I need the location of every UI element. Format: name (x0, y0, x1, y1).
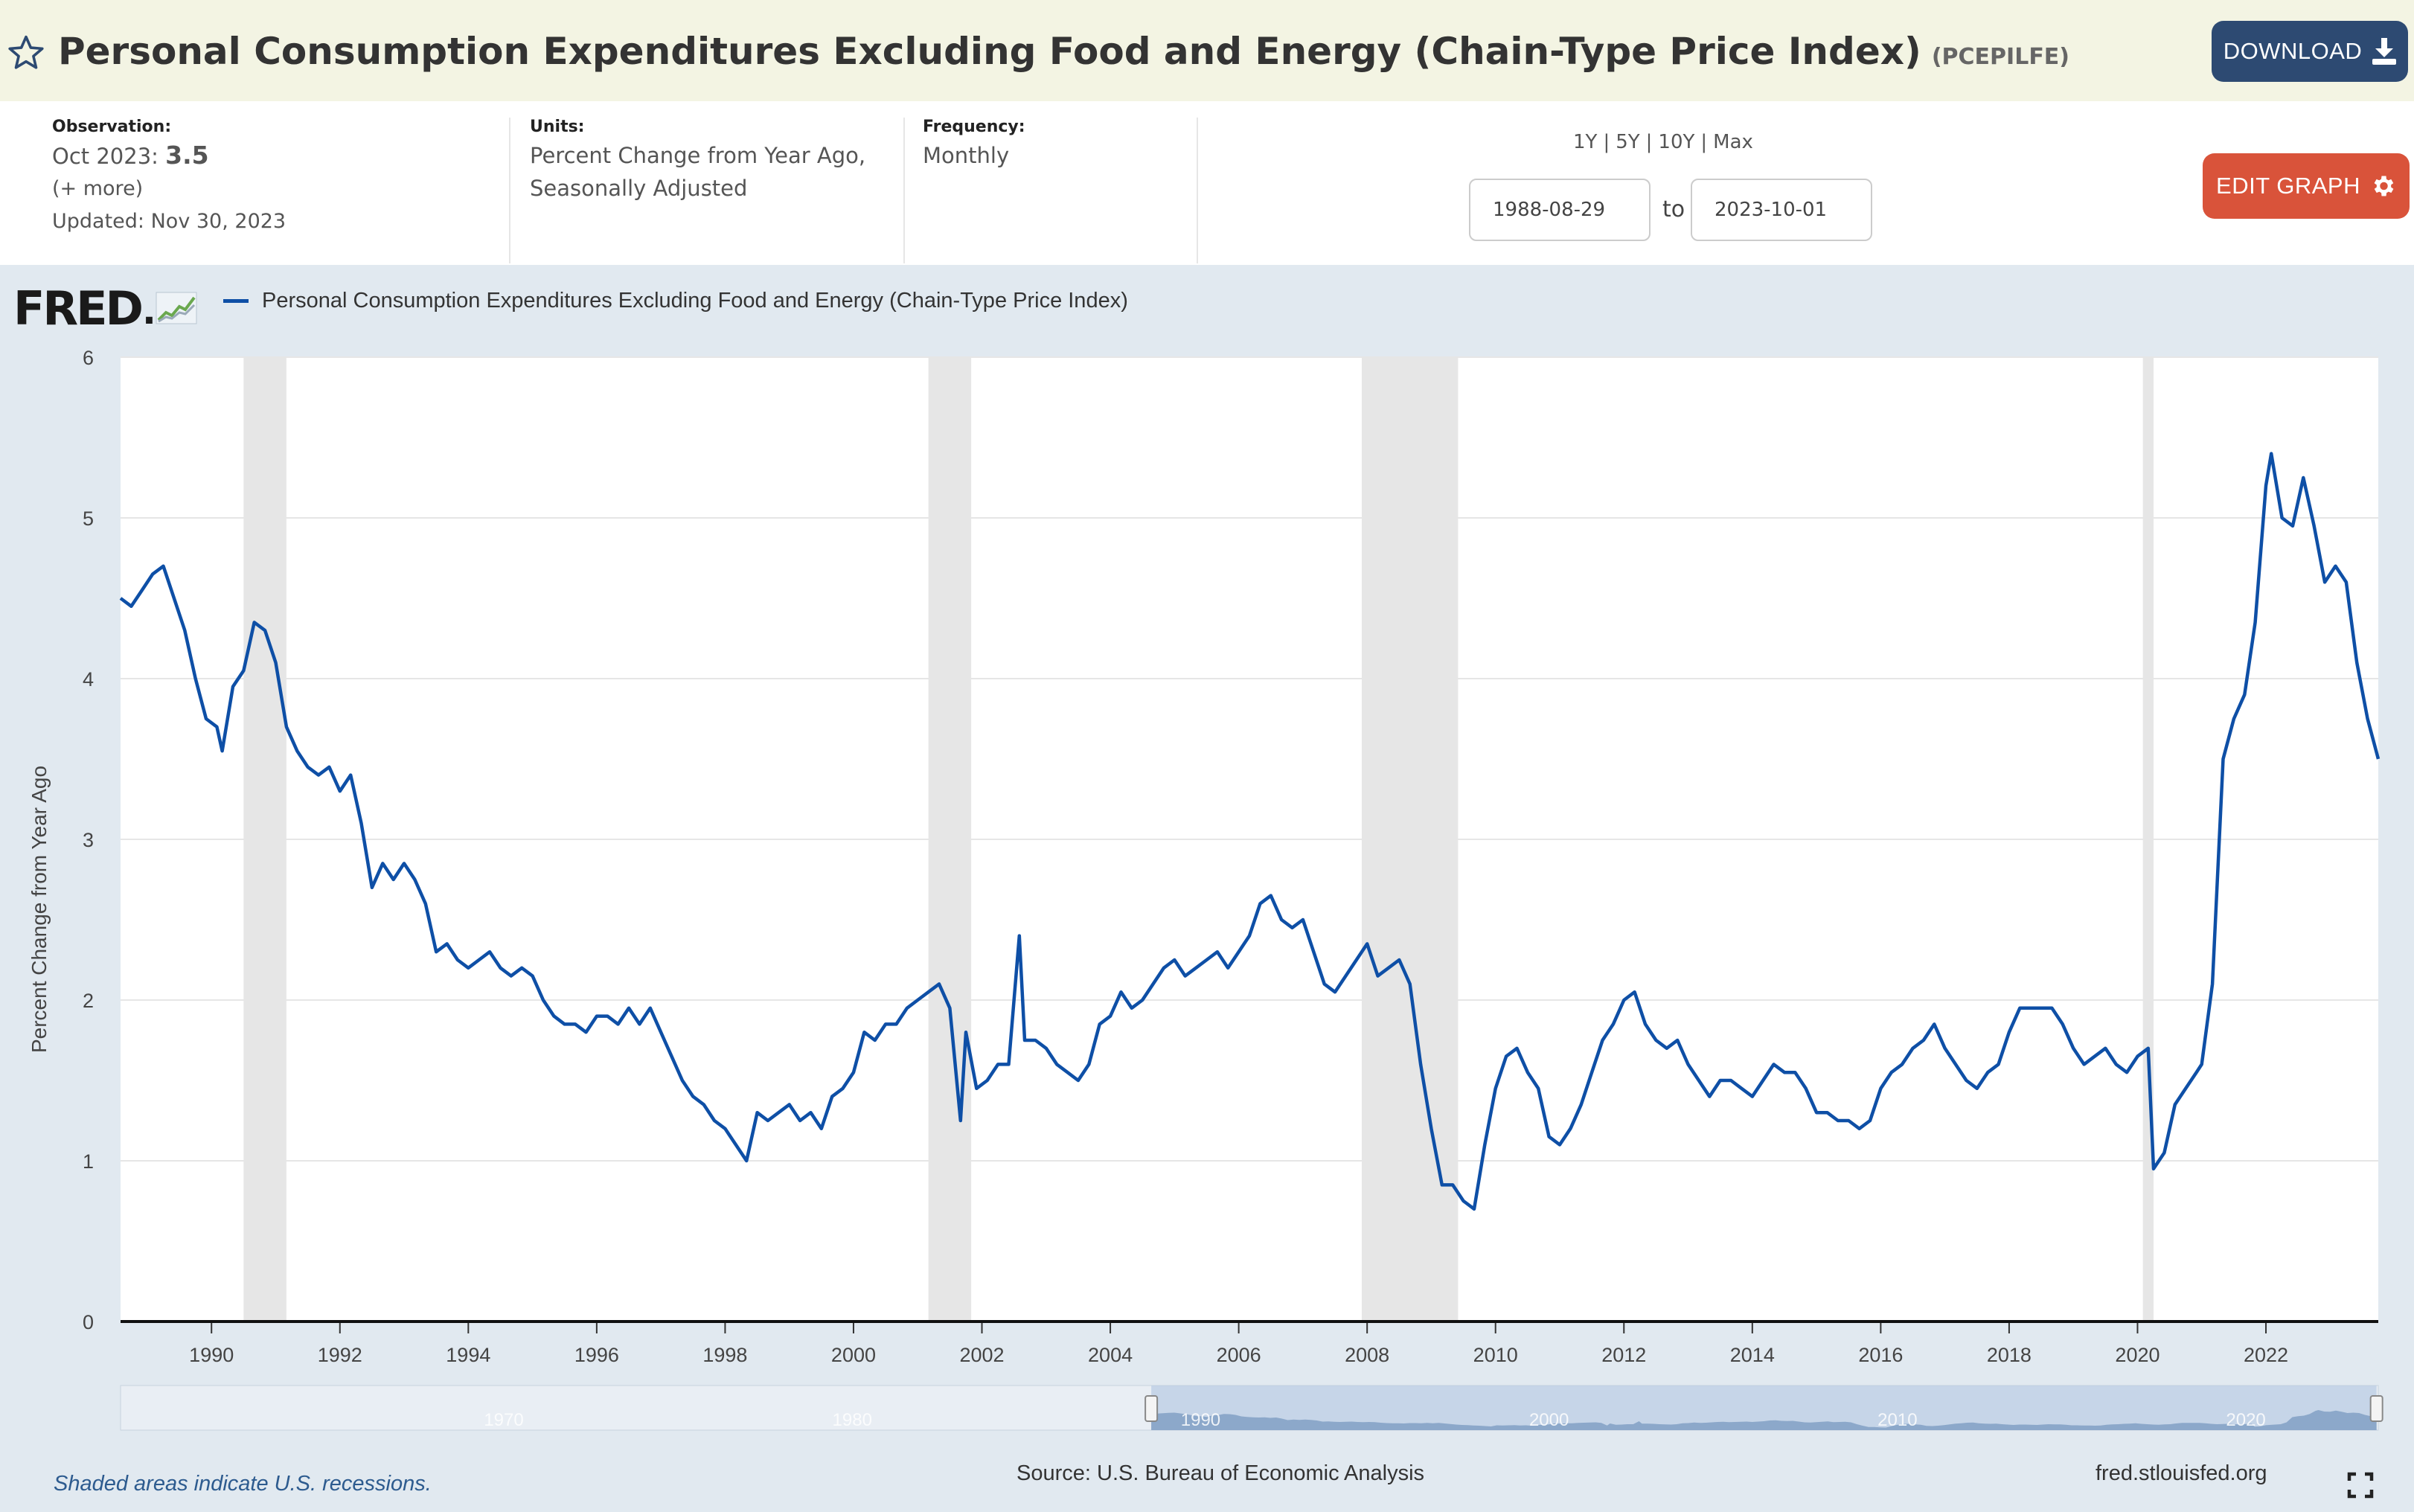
x-tick-label: 2012 (1601, 1344, 1646, 1366)
gear-icon (2374, 176, 2394, 196)
legend-swatch (223, 299, 249, 303)
x-tick-label: 1992 (318, 1344, 362, 1366)
download-icon (2372, 38, 2397, 65)
star-outline-icon[interactable] (6, 33, 46, 73)
range-1y-link[interactable]: 1Y (1573, 131, 1598, 153)
y-tick-label: 0 (83, 1311, 94, 1333)
recession-note: Shaded areas indicate U.S. recessions. (54, 1472, 432, 1496)
line-chart[interactable]: Percent Change from Year Ago 0 1 2 3 4 5 6 1990… (0, 265, 2414, 1512)
x-tick-label: 2022 (2244, 1344, 2288, 1366)
units-line-2: Seasonally Adjusted (530, 176, 748, 201)
navigator-tick-label: 2010 (1877, 1410, 1917, 1430)
y-tick-label: 3 (83, 829, 94, 851)
edit-graph-label: EDIT GRAPH (2216, 173, 2360, 199)
more-observations-link[interactable]: (+ more) (52, 177, 144, 200)
x-tick-label: 2018 (1987, 1344, 2032, 1366)
range-10y-link[interactable]: 10Y (1658, 131, 1695, 153)
units-label: Units: (530, 118, 585, 136)
edit-graph-button[interactable]: EDIT GRAPH (2203, 153, 2410, 219)
fred-logo[interactable]: FRED . (13, 278, 197, 338)
navigator-tick-label: 1970 (484, 1410, 523, 1430)
site-link[interactable]: fred.stlouisfed.org (2096, 1461, 2267, 1485)
units-block: Units: Percent Change from Year Ago, Sea… (530, 118, 865, 205)
x-tick-label: 2016 (1858, 1344, 1903, 1366)
x-tick-label: 2020 (2115, 1344, 2160, 1366)
divider (903, 118, 905, 263)
x-tick-label: 2010 (1473, 1344, 1518, 1366)
download-label: DOWNLOAD (2223, 38, 2363, 64)
chart-legend: Personal Consumption Expenditures Exclud… (223, 289, 1128, 313)
x-tick-label: 1996 (574, 1344, 619, 1366)
divider (1197, 118, 1198, 263)
download-button[interactable]: DOWNLOAD (2212, 21, 2408, 82)
series-line[interactable] (119, 452, 2381, 1211)
observation-date: Oct 2023: (52, 144, 159, 169)
navigator-tick-label: 2020 (2226, 1410, 2265, 1430)
observation-label: Observation: (52, 118, 172, 136)
y-tick-label: 2 (83, 990, 94, 1012)
frequency-label: Frequency: (923, 118, 1025, 136)
x-tick-label: 2006 (1217, 1344, 1261, 1366)
range-links: 1Y | 5Y | 10Y | Max (1573, 131, 1753, 153)
navigator-series-area (1151, 1410, 2377, 1430)
y-axis-label: Percent Change from Year Ago (28, 766, 51, 1053)
series-title: Personal Consumption Expenditures Exclud… (58, 30, 1921, 73)
series-id: (PCEPILFE) (1931, 44, 2070, 70)
x-tick-label: 1994 (446, 1344, 490, 1366)
x-tick-label: 2014 (1730, 1344, 1775, 1366)
x-tick-label: 1990 (189, 1344, 234, 1366)
y-tick-label: 1 (83, 1150, 94, 1173)
units-line-1: Percent Change from Year Ago, (530, 143, 866, 168)
y-tick-label: 5 (83, 507, 94, 530)
observation-value: 3.5 (165, 141, 209, 170)
range-5y-link[interactable]: 5Y (1616, 131, 1640, 153)
page-title: Personal Consumption Expenditures Exclud… (58, 30, 2069, 73)
observation-block: Observation: Oct 2023: 3.5 (+ more) Upda… (52, 118, 286, 238)
title-bar: Personal Consumption Expenditures Exclud… (0, 0, 2414, 101)
navigator-handle[interactable] (1144, 1395, 1159, 1422)
x-tick-label: 1998 (702, 1344, 747, 1366)
navigator-tick-label: 1990 (1181, 1410, 1220, 1430)
series-meta: Observation: Oct 2023: 3.5 (+ more) Upda… (0, 101, 2414, 265)
updated-date: Updated: Nov 30, 2023 (52, 210, 286, 233)
y-tick-label: 6 (83, 347, 94, 369)
navigator-tick-label: 1980 (833, 1410, 872, 1430)
x-tick-label: 2002 (959, 1344, 1004, 1366)
start-date-input[interactable]: 1988-08-29 (1469, 179, 1651, 241)
end-date-input[interactable]: 2023-10-01 (1691, 179, 1872, 241)
fred-logo-text: FRED (13, 281, 144, 336)
frequency-value: Monthly (923, 143, 1010, 168)
fullscreen-icon[interactable] (2347, 1472, 2374, 1499)
divider (509, 118, 510, 263)
navigator-tick-label: 2000 (1529, 1410, 1569, 1430)
frequency-block: Frequency: Monthly (923, 118, 1025, 172)
navigator-handle[interactable] (2369, 1395, 2383, 1422)
y-tick-label: 4 (83, 668, 94, 691)
legend-label: Personal Consumption Expenditures Exclud… (262, 289, 1128, 313)
x-tick-label: 2000 (831, 1344, 876, 1366)
x-tick-label: 2008 (1345, 1344, 1389, 1366)
fred-chart-icon (156, 292, 197, 324)
range-max-link[interactable]: Max (1713, 131, 1753, 153)
source-note: Source: U.S. Bureau of Economic Analysis (1016, 1461, 1425, 1485)
x-tick-label: 2004 (1088, 1344, 1133, 1366)
chart-panel: FRED . Personal Consumption Expenditures… (0, 265, 2414, 1512)
date-to-label: to (1662, 196, 1685, 222)
